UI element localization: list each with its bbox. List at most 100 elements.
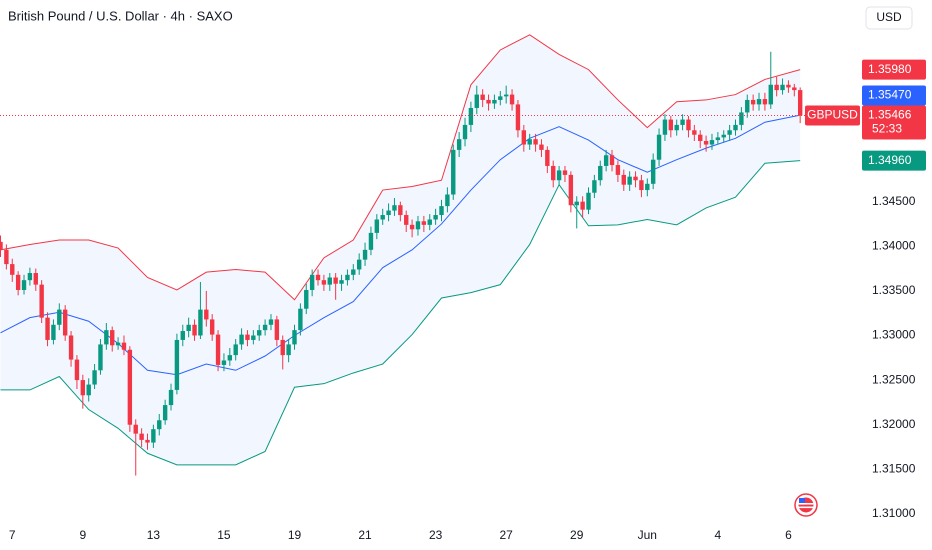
candle-body (721, 134, 726, 138)
candle-body (368, 232, 374, 250)
candle-body (650, 159, 656, 184)
candle-body (86, 384, 91, 396)
x-tick-label: 29 (570, 528, 584, 542)
candle-body (545, 149, 550, 166)
x-tick-label: 9 (79, 528, 86, 542)
band-line (0, 34, 801, 301)
candle-body (698, 134, 703, 141)
candle-body (762, 99, 768, 105)
currency-label[interactable]: USD (876, 10, 902, 24)
candle-body (204, 309, 209, 320)
candle-body (445, 194, 450, 207)
candle-body (427, 219, 432, 225)
y-tick-label: 1.34000 (872, 238, 916, 252)
candle-body (598, 165, 603, 181)
candle-body (139, 433, 144, 440)
symbol-tag (805, 105, 860, 126)
candle-body (480, 94, 485, 100)
last-price-tag (862, 105, 926, 140)
candle-body (98, 344, 103, 371)
candle-body (409, 224, 415, 230)
candle-body (609, 155, 615, 166)
candle-body (656, 134, 662, 160)
candle-body (168, 389, 174, 406)
candle-body (768, 84, 773, 105)
x-tick-label: Jun (638, 528, 657, 542)
candle-body (374, 219, 380, 233)
candle-body (27, 273, 33, 281)
y-tick-label: 1.32500 (872, 372, 916, 386)
currency-button[interactable] (865, 6, 913, 30)
price-tag (862, 59, 926, 80)
candle-body (503, 94, 509, 97)
last-price-label: 1.35466 (868, 108, 912, 122)
candle-body (727, 130, 732, 135)
candle-body (492, 99, 497, 104)
band-line (0, 160, 801, 466)
candle-body (433, 215, 438, 220)
candle-body (645, 183, 650, 191)
y-tick-label: 1.32000 (872, 417, 916, 431)
event-icon[interactable] (794, 493, 818, 517)
candle-body (586, 192, 591, 210)
candle-body (533, 139, 538, 145)
candle-body (215, 334, 221, 365)
candle-body (615, 165, 621, 175)
y-tick-label: 1.33000 (872, 328, 916, 342)
candle-body (127, 349, 133, 425)
candle-body (174, 339, 180, 390)
candle-body (709, 140, 715, 145)
candle-body (668, 119, 674, 131)
candle-body (674, 124, 679, 131)
candle-body (298, 308, 303, 331)
candle-body (715, 137, 721, 141)
candle-body (462, 124, 468, 140)
candle-body (15, 274, 21, 290)
candle-body (62, 309, 68, 336)
x-tick-label: 4 (715, 528, 722, 542)
candle-body (498, 96, 503, 100)
candle-body (474, 94, 479, 108)
candle-body (33, 273, 38, 285)
candle-body (4, 249, 9, 265)
candle-body (421, 221, 427, 225)
x-tick-label: 6 (785, 528, 792, 542)
candle-body (521, 130, 527, 145)
candle-body (603, 155, 609, 166)
y-tick-label: 1.31000 (872, 506, 916, 520)
candle-body (345, 274, 350, 281)
band-line (0, 114, 801, 376)
candle-body (292, 330, 297, 345)
candle-body (186, 324, 191, 332)
candle-body (792, 87, 797, 91)
candle-body (686, 119, 691, 131)
candle-body (251, 335, 256, 340)
candle-body (209, 319, 215, 335)
candle-body (80, 380, 86, 396)
candle-body (415, 221, 421, 230)
candle-body (351, 269, 356, 275)
candle-body (92, 370, 97, 385)
price-tag (862, 150, 926, 171)
candle-body (280, 339, 285, 356)
chart-title: British Pound / U.S. Dollar · 4h · SAXO (8, 8, 233, 23)
candle-body (356, 259, 362, 270)
candle-body (227, 355, 233, 361)
candle-body (157, 420, 162, 430)
candle-body (639, 180, 644, 191)
candle-body (39, 284, 44, 318)
candle-body (551, 165, 556, 181)
candle-body (192, 324, 197, 336)
candle-body (756, 99, 762, 105)
price-tag (862, 85, 926, 106)
candle-body (198, 309, 203, 336)
x-tick-label: 15 (217, 528, 231, 542)
candle-body (262, 324, 268, 331)
candle-body (509, 94, 515, 105)
candle-body (456, 139, 462, 150)
candle-body (327, 277, 332, 285)
candle-body (74, 359, 80, 381)
candle-body (386, 210, 391, 216)
